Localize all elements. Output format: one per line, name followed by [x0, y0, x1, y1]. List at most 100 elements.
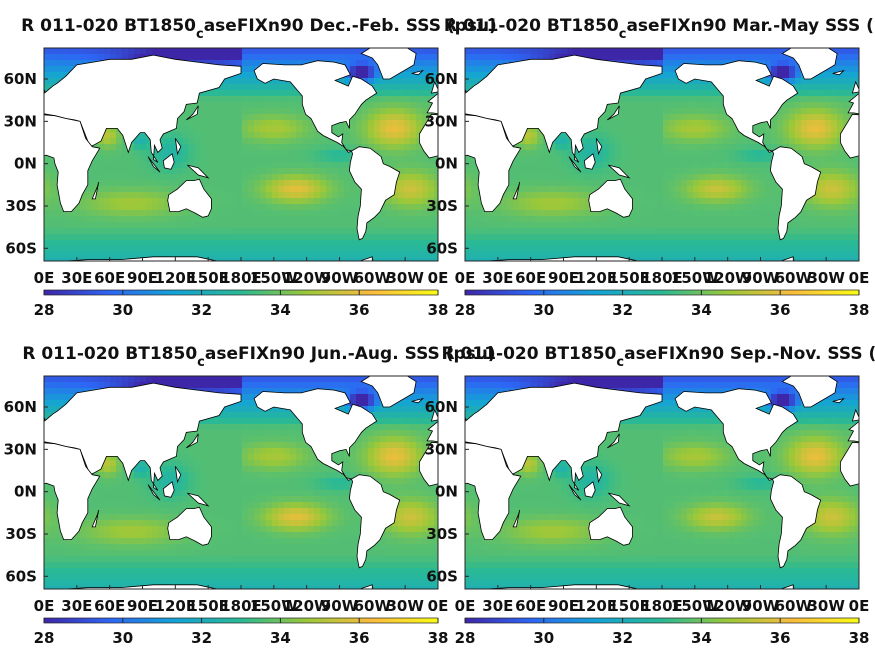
y-tick-label: 0N: [435, 483, 458, 501]
land-masses: [465, 376, 859, 589]
landmass: [583, 481, 596, 498]
landmass: [91, 181, 100, 200]
y-tick-label: 0N: [14, 155, 37, 173]
colorbar-tick-label: 28: [34, 629, 55, 647]
landmass: [840, 113, 859, 159]
landmass: [608, 492, 631, 507]
x-tick-label: 90E: [548, 269, 579, 287]
landmass: [465, 114, 522, 212]
landmass: [847, 420, 859, 443]
landmass: [847, 92, 859, 115]
landmass: [358, 256, 374, 261]
landmass: [411, 397, 425, 404]
landmass: [769, 146, 822, 241]
landmass: [465, 382, 663, 491]
landmass: [512, 181, 521, 200]
x-tick-label: 150E: [608, 597, 650, 615]
x-tick-label: 150W: [671, 269, 719, 287]
y-tick-label: 60N: [4, 70, 37, 88]
landmass: [430, 408, 438, 422]
landmass: [480, 256, 640, 261]
map-panel-2: 60N 30N 0N 30S 60S 0E 30E 60E 90E120E150E180E150…: [425, 16, 875, 319]
landmass: [430, 80, 438, 94]
x-tick-label: 60E: [94, 269, 125, 287]
landmass: [419, 113, 438, 159]
landmass: [59, 584, 219, 589]
landmass: [781, 48, 838, 80]
x-tick-label: 30W: [386, 269, 424, 287]
x-tick-label: 90W: [742, 597, 780, 615]
landmass: [607, 105, 620, 121]
landmass: [360, 48, 417, 80]
landmass: [674, 60, 799, 153]
landmass: [187, 164, 210, 179]
colorbar: [464, 617, 860, 624]
landmass: [588, 178, 633, 218]
x-tick-label: 60E: [515, 269, 546, 287]
x-tick-label: 120E: [576, 269, 618, 287]
colorbar-tick-label: 30: [533, 301, 554, 319]
landmass: [588, 506, 633, 546]
x-tick-label: 0E: [455, 269, 476, 287]
x-tick-label: 30W: [807, 597, 845, 615]
landmass: [174, 138, 182, 156]
y-tick-label: 0N: [14, 483, 37, 501]
colorbar-tick-label: 28: [455, 301, 476, 319]
colorbar-tick-label: 36: [770, 629, 791, 647]
map-panel-1: 60N 30N 0N 30S 60S 0E 30E 60E 90E120E150E180E150…: [4, 16, 497, 319]
landmass: [44, 54, 242, 163]
colorbar-tick-label: 36: [349, 301, 370, 319]
x-tick-label: 120W: [704, 269, 752, 287]
y-tick-label: 60N: [425, 398, 458, 416]
landmass: [674, 388, 799, 481]
x-tick-label: 60W: [775, 597, 813, 615]
x-tick-label: 90W: [321, 269, 359, 287]
y-tick-label: 30N: [4, 440, 37, 458]
landmass: [44, 114, 101, 212]
colorbar-tick-label: 34: [691, 301, 712, 319]
landmass: [348, 146, 401, 241]
colorbar-tick-label: 32: [191, 629, 212, 647]
y-tick-label: 0N: [435, 155, 458, 173]
x-tick-label: 150W: [250, 597, 298, 615]
landmass: [162, 481, 175, 498]
colorbar-tick-label: 38: [428, 301, 449, 319]
landmass: [568, 156, 582, 173]
title-subscript: c: [197, 355, 205, 370]
title-main: R 011-020 BT1850: [22, 344, 197, 364]
land-masses: [465, 48, 859, 261]
y-tick-label: 60N: [4, 398, 37, 416]
colorbar-tick-label: 28: [455, 629, 476, 647]
x-tick-label: 60E: [94, 597, 125, 615]
landmass: [779, 584, 795, 589]
panel-title: R 011-020 BT1850caseFIXn90 Sep.-Nov. SSS…: [442, 344, 875, 370]
colorbar-tick-label: 30: [112, 301, 133, 319]
x-tick-label: 60W: [775, 269, 813, 287]
colorbar-tick-label: 38: [849, 629, 870, 647]
x-tick-label: 120W: [704, 597, 752, 615]
y-tick-label: 60S: [426, 567, 458, 585]
x-tick-label: 180E: [641, 597, 683, 615]
x-tick-label: 60W: [354, 597, 392, 615]
landmass: [595, 138, 603, 156]
x-tick-label: 60W: [354, 269, 392, 287]
x-tick-label: 30W: [807, 269, 845, 287]
title-main: R 011-020 BT1850: [442, 344, 617, 364]
landmass: [583, 153, 596, 170]
y-tick-label: 30S: [5, 197, 37, 215]
colorbar: [43, 617, 439, 624]
x-tick-label: 0E: [849, 597, 870, 615]
x-tick-label: 150W: [250, 269, 298, 287]
landmass: [840, 441, 859, 487]
x-tick-label: 90E: [548, 597, 579, 615]
landmass: [769, 474, 822, 569]
title-main: R 011-020 BT1850: [444, 16, 619, 36]
landmass: [360, 376, 417, 408]
landmass: [607, 433, 620, 449]
x-tick-label: 120E: [155, 597, 197, 615]
landmass: [779, 256, 795, 261]
landmass: [162, 153, 175, 170]
colorbar-tick-label: 34: [270, 629, 291, 647]
landmass: [851, 80, 859, 94]
